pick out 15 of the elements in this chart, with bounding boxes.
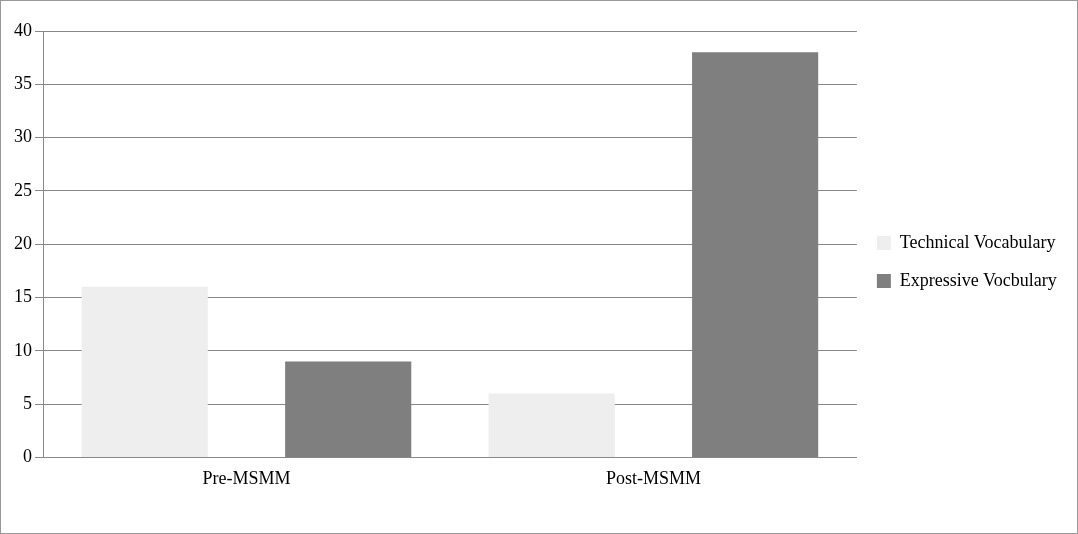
y-tick-label: 25 (14, 179, 32, 200)
y-tick-label: 10 (14, 339, 32, 360)
y-tick-label: 0 (23, 446, 32, 467)
x-tick-label: Post-MSMM (605, 467, 701, 488)
y-tick-label: 15 (14, 286, 32, 307)
y-tick-label: 40 (14, 19, 32, 40)
y-tick-label: 35 (14, 73, 32, 94)
y-tick-label: 30 (14, 126, 32, 147)
bar (81, 286, 208, 457)
bar (488, 393, 615, 457)
legend-label: Technical Vocabulary (899, 231, 1056, 252)
x-tick-label: Pre-MSMM (202, 467, 291, 488)
legend-label: Expressive Vocbulary (899, 269, 1057, 290)
y-tick-label: 5 (23, 392, 32, 413)
y-tick-label: 20 (14, 232, 32, 253)
